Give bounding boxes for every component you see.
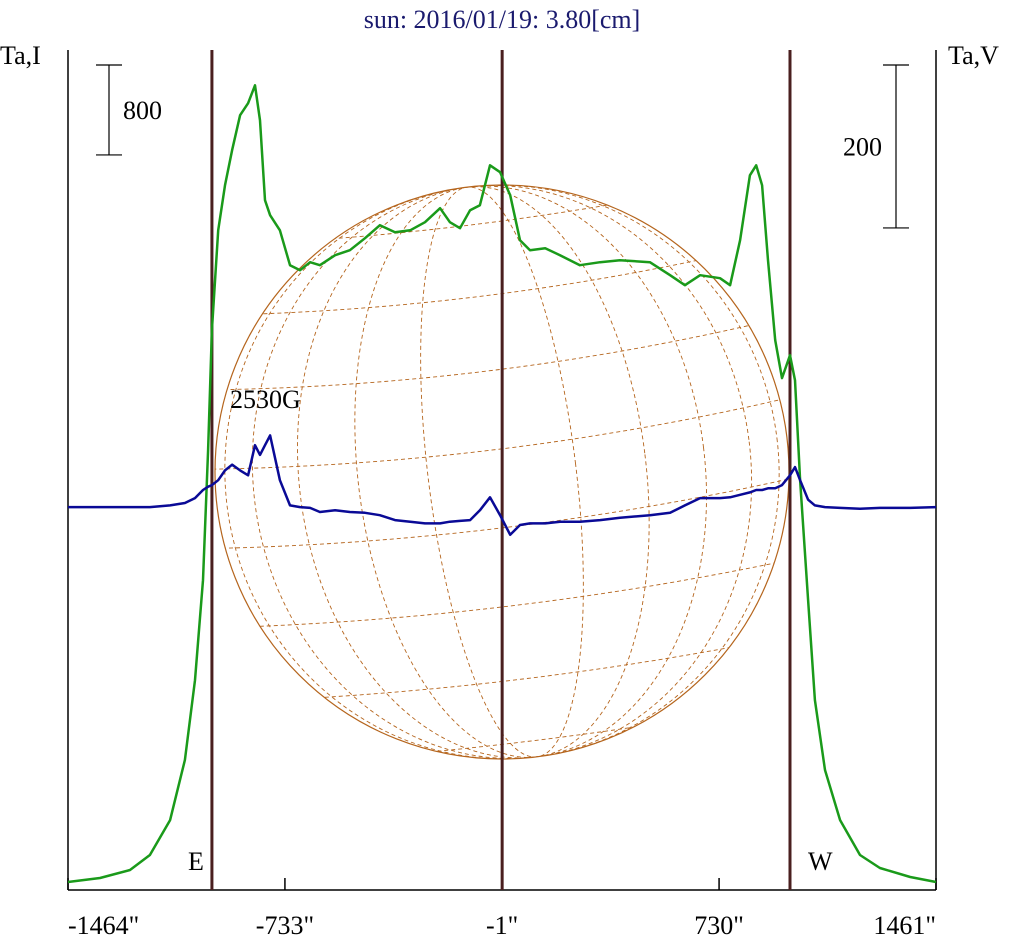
x-tick-label: -1464" [68, 911, 139, 940]
series-line [67, 84, 937, 884]
scale-bar-label: 200 [843, 132, 882, 161]
chart-title: sun: 2016/01/19: 3.80[cm] [364, 5, 641, 34]
scale-bar-label: 800 [123, 96, 162, 125]
series-line [68, 434, 937, 537]
annotation: 2530G [230, 385, 301, 414]
x-tick-label: -733" [256, 911, 314, 940]
x-tick-label: -1" [486, 911, 518, 940]
x-tick-label: 730" [694, 911, 744, 940]
limb-label: W [808, 847, 833, 876]
y2-axis-label: Ta,V [948, 41, 999, 70]
x-tick-label: 1461" [873, 911, 936, 940]
y-axis-label: Ta,I [0, 41, 41, 70]
limb-label: E [188, 847, 204, 876]
